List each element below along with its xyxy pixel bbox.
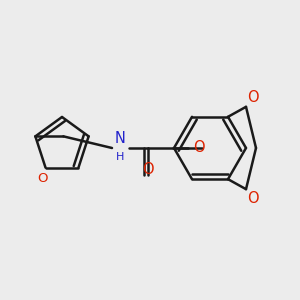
Text: O: O	[247, 90, 259, 105]
Text: O: O	[193, 140, 205, 155]
Text: O: O	[142, 162, 154, 177]
Text: H: H	[116, 152, 124, 162]
Text: O: O	[37, 172, 48, 185]
Text: O: O	[247, 191, 259, 206]
Text: N: N	[115, 131, 125, 146]
